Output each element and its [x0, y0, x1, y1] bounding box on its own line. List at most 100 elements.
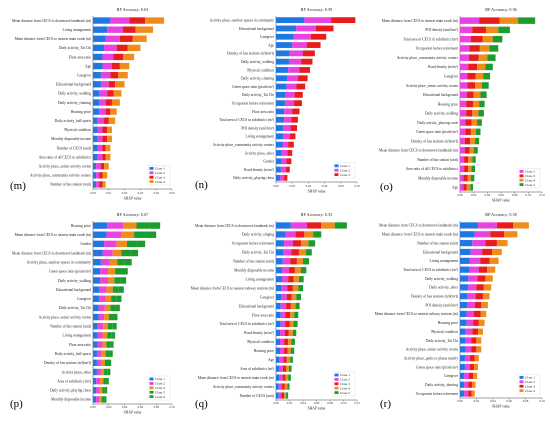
bar-segment: [286, 83, 297, 90]
bar-segment: [480, 91, 487, 98]
legend-entry: Class 2: [155, 382, 165, 386]
bar-segment: [93, 341, 98, 348]
x-tick-label: 0.00: [273, 184, 279, 188]
category-label: Educational background: [239, 27, 274, 31]
category-label: Daily activity_ball sports: [55, 352, 92, 356]
category-label: Floor area ratio: [252, 313, 274, 317]
bar-segment: [471, 119, 478, 126]
bar-segment: [463, 174, 468, 182]
bar-segment: [460, 372, 465, 379]
bar-segment: [294, 91, 303, 98]
legend-swatch: [149, 175, 154, 179]
bar-segment: [478, 266, 488, 273]
bar-segment: [136, 240, 146, 248]
bar-segment: [97, 153, 103, 161]
bar-segment: [93, 44, 105, 52]
bar-segment: [118, 71, 128, 79]
bar-segment: [460, 319, 467, 326]
bar-segment: [460, 284, 469, 291]
x-tick-label: 0.10: [539, 399, 545, 403]
bar-segment: [468, 54, 479, 61]
bar-segment: [100, 368, 105, 376]
bar-segment: [100, 377, 104, 385]
bar-segment: [482, 35, 493, 43]
category-label: POI density (unit/km²): [425, 303, 458, 307]
category-label: Living arrangement: [430, 259, 458, 263]
x-axis-label: SHAP value: [124, 411, 142, 415]
chart-panel: RF Accuracy: 0.58 Mean distance from CECS…: [375, 212, 545, 410]
bar-segment: [290, 222, 308, 229]
bar-segment: [93, 295, 100, 302]
category-label: Density of bus stations (n/(km²)): [411, 139, 459, 143]
category-label: Mean distance from CECS to nearest main …: [198, 376, 275, 380]
bar-segment: [111, 99, 120, 106]
bar-segment: [93, 350, 97, 357]
bar-segment: [99, 90, 108, 97]
bar-segment: [468, 275, 478, 282]
bar-segment: [299, 67, 311, 73]
category-label: Monthly disposable income: [234, 269, 274, 273]
legend-entry: Class 5: [155, 390, 165, 394]
bar-segment: [468, 165, 472, 173]
legend-swatch: [334, 378, 339, 381]
bar-segment: [496, 222, 514, 229]
legend-entry: Class 3: [155, 175, 165, 179]
x-tick-label: 0.04: [122, 405, 128, 409]
category-label: Monthly disposable income: [418, 176, 458, 180]
category-label: Educational background: [56, 83, 91, 87]
x-tick-label: 0.01: [106, 191, 112, 195]
category-label: Activity place_parks or plazas nearby: [404, 356, 458, 360]
bar-segment: [477, 275, 486, 282]
bar-segment: [288, 374, 291, 381]
bar-segment: [279, 356, 284, 363]
bar-segment: [115, 304, 120, 312]
bar-segment: [116, 240, 127, 248]
bar-segment: [93, 240, 105, 248]
category-label: Activity place_senior activity rooms: [39, 315, 92, 319]
category-label: Daily activity_Tai Chi: [59, 46, 91, 50]
category-label: Educational background: [423, 93, 458, 97]
bar-segment: [107, 126, 112, 134]
category-label: Road density (m/m²): [428, 65, 459, 69]
bar-segment: [284, 338, 289, 345]
bar-segment: [111, 62, 120, 70]
bar-segment: [297, 75, 308, 82]
legend-swatch: [334, 168, 339, 172]
bar-segment: [97, 126, 103, 134]
bar-segment: [278, 392, 282, 399]
legend-swatch: [519, 389, 524, 392]
x-tick-label: 0.12: [539, 193, 545, 197]
bar-segment: [105, 35, 120, 42]
bar-segment: [290, 125, 298, 131]
bar-segment: [460, 165, 465, 173]
bar-segment: [470, 248, 483, 256]
bar-segment: [296, 25, 316, 32]
bar-segment: [473, 372, 478, 379]
bar-segment: [460, 363, 465, 371]
chart-title: RF Accuracy: 0.63: [117, 7, 149, 12]
bar-segment: [290, 347, 295, 354]
bar-segment: [103, 377, 107, 385]
bar-segment: [475, 137, 480, 145]
x-axis-label: SHAP value: [308, 407, 326, 411]
bar-segment: [460, 257, 470, 264]
bar-segment: [105, 99, 112, 106]
bar-segment: [285, 374, 289, 381]
bar-segment: [110, 341, 114, 348]
bar-segment: [276, 311, 281, 319]
bar-segment: [93, 332, 98, 339]
category-label: Number of bus station (unit): [417, 241, 459, 245]
bar-segment: [300, 240, 309, 247]
bar-segment: [460, 63, 469, 71]
category-label: Total area of CECS in subdistrict (m²): [219, 118, 275, 122]
bar-segment: [279, 365, 283, 372]
bar-segment: [276, 276, 283, 283]
legend-swatch: [334, 386, 339, 390]
bar-segment: [121, 249, 131, 257]
x-tick-label: 0.03: [138, 191, 144, 195]
category-label: Mean distance from CECS to downtown land…: [12, 251, 92, 255]
category-label: Green space ratio (pixels/m²): [416, 365, 459, 369]
legend-swatch: [334, 382, 339, 386]
bar-segment: [295, 302, 300, 310]
